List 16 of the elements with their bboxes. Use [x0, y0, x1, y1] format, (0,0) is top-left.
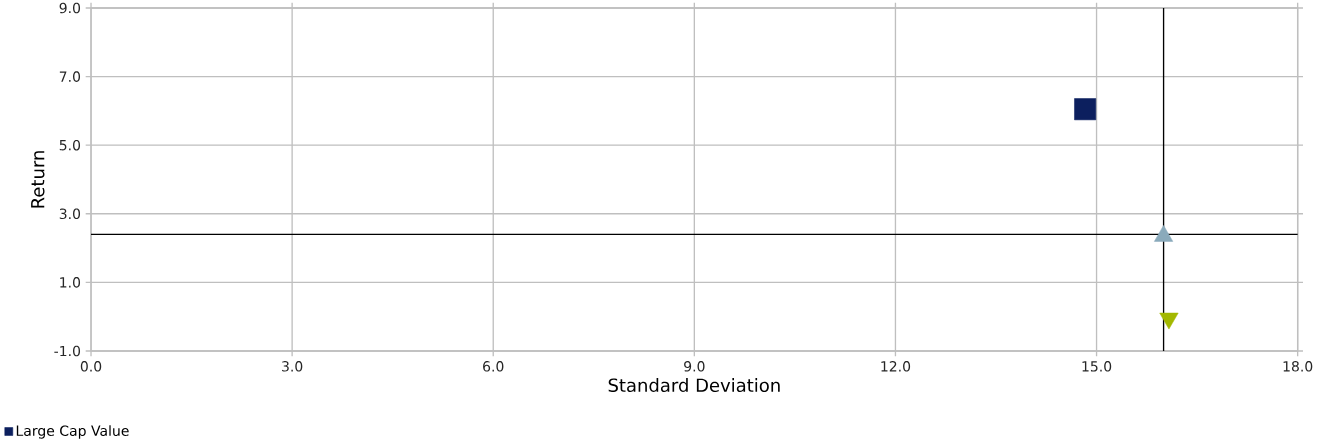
x-tick-label: 12.0 [881, 361, 911, 372]
y-tick-label: 1.0 [60, 277, 81, 288]
y-tick-label: -1.0 [54, 345, 81, 357]
y-tick-label: 7.0 [59, 71, 81, 82]
x-axis-title: Standard Deviation [608, 378, 780, 393]
x-tick-label: 15.0 [1082, 361, 1112, 372]
x-tick-label: 3.0 [282, 361, 303, 372]
y-axis-title: Return [31, 151, 45, 208]
legend-label: Large Cap Value [16, 425, 129, 439]
y-tick-label: 9.0 [59, 2, 81, 14]
x-tick-label: 9.0 [684, 361, 705, 372]
x-tick-label: 0.0 [80, 361, 102, 372]
x-tick-label: 6.0 [483, 361, 504, 372]
x-tick-label: 18.0 [1283, 361, 1313, 372]
y-tick-label: 3.0 [59, 208, 81, 220]
y-tick-label: 5.0 [59, 139, 81, 151]
